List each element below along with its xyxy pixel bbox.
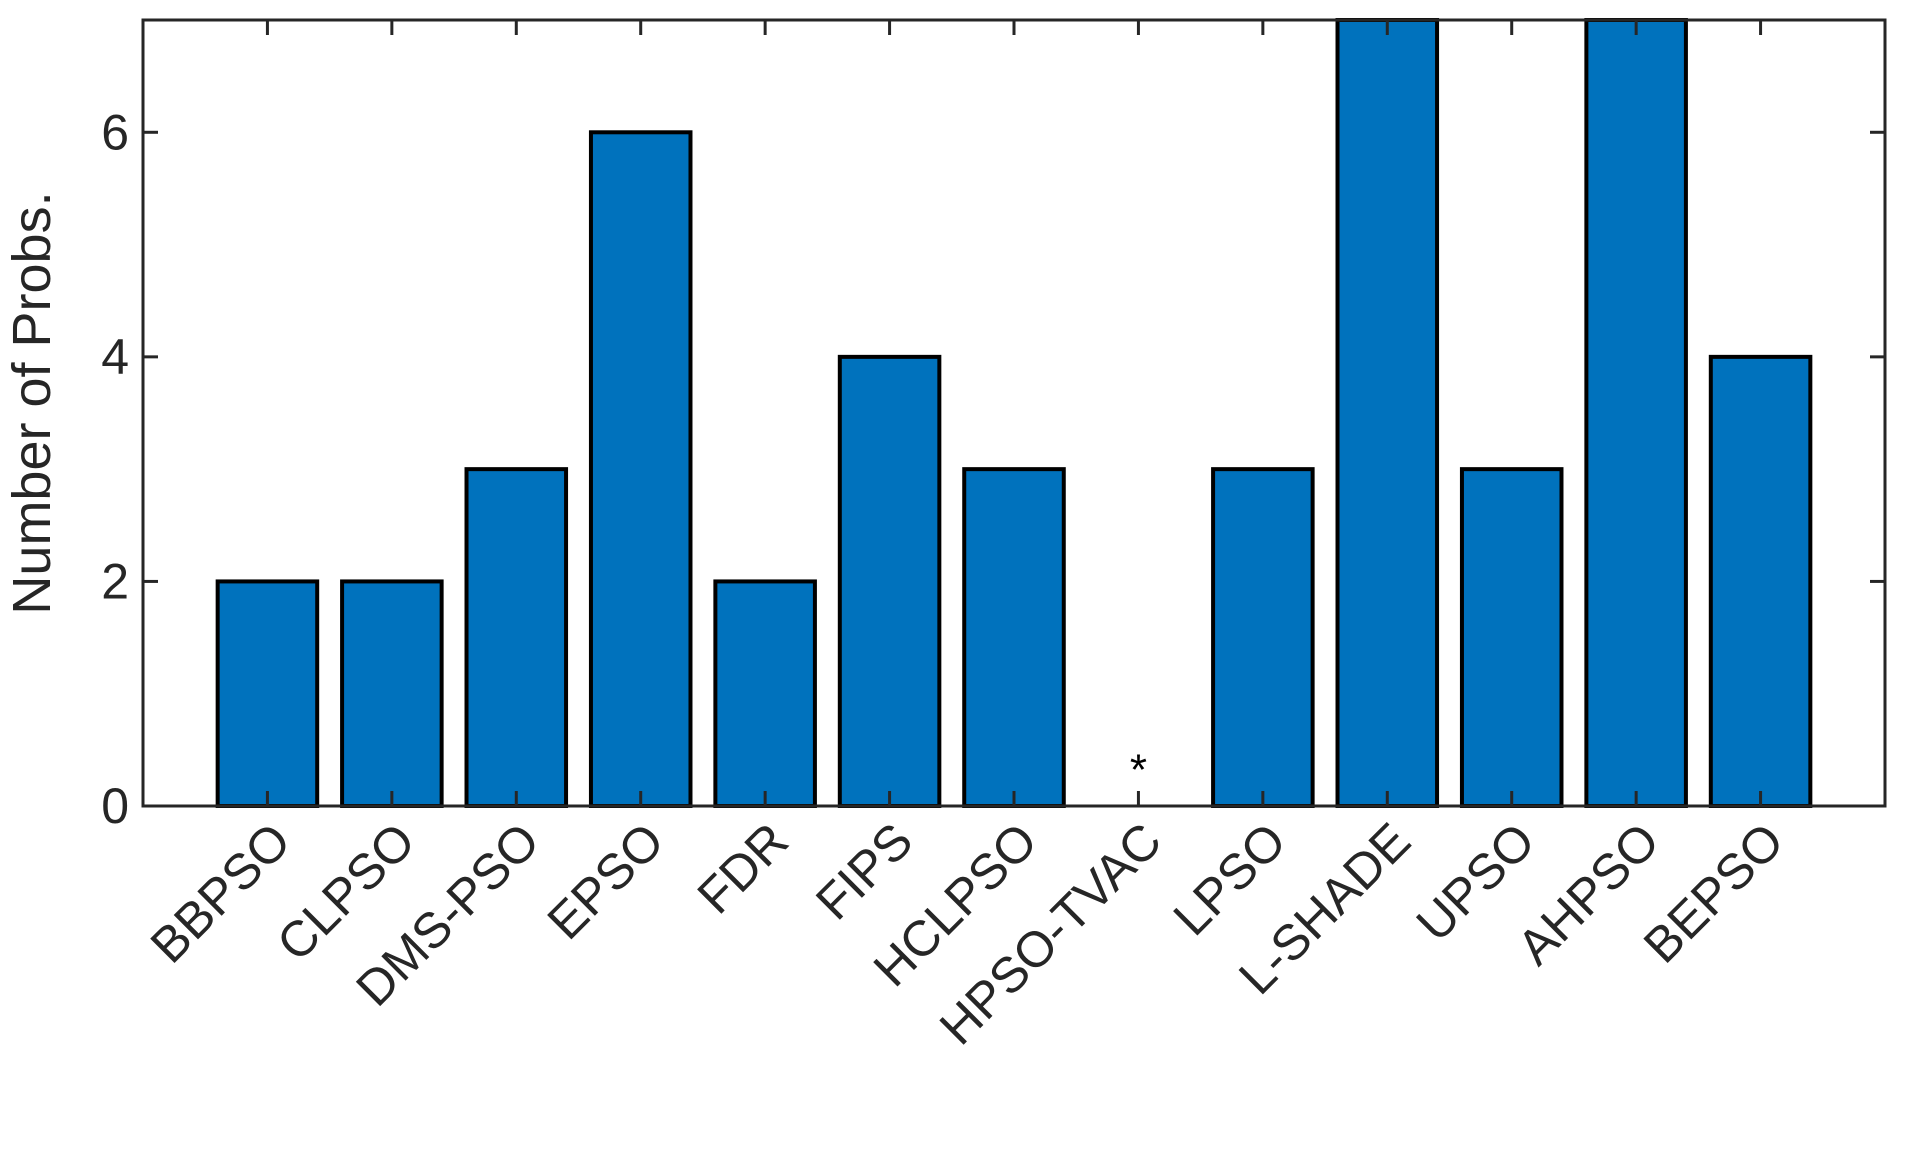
- x-tick-label-epso: EPSO: [537, 812, 675, 950]
- bars-layer: [215, 18, 1813, 809]
- bar-fdr: [713, 579, 817, 809]
- x-tick-label-ahpso: AHPSO: [1507, 812, 1670, 975]
- y-axis-label: Number of Probs.: [2, 191, 62, 614]
- bar-hclpso: [962, 467, 1066, 808]
- x-tick-label-fdr: FDR: [687, 812, 799, 924]
- annotation-layer: *: [1130, 746, 1147, 795]
- y-tick-label-0: 0: [101, 778, 129, 834]
- bar-lpso: [1211, 467, 1315, 808]
- bar-clpso: [340, 579, 444, 809]
- x-tick-label-bbpso: BBPSO: [140, 812, 301, 973]
- x-tick-label-fips: FIPS: [805, 812, 923, 930]
- bar-ahpso: [1584, 18, 1688, 808]
- bar-bbpso: [215, 579, 320, 809]
- annotation-hpso-tvac: *: [1130, 746, 1147, 795]
- x-tick-label-bepso: BEPSO: [1633, 812, 1794, 973]
- y-tick-label-2: 2: [101, 553, 129, 609]
- bar-l-shade: [1335, 18, 1440, 808]
- bar-fips: [837, 354, 942, 808]
- y-axis-ticks: 0 2 4 6: [101, 104, 1885, 834]
- bar-upso: [1459, 467, 1564, 808]
- bar-epso: [588, 130, 693, 809]
- bar-bepso: [1708, 354, 1813, 808]
- bar-dms-pso: [464, 467, 569, 808]
- y-tick-label-6: 6: [101, 104, 129, 160]
- y-tick-label-4: 4: [101, 329, 129, 385]
